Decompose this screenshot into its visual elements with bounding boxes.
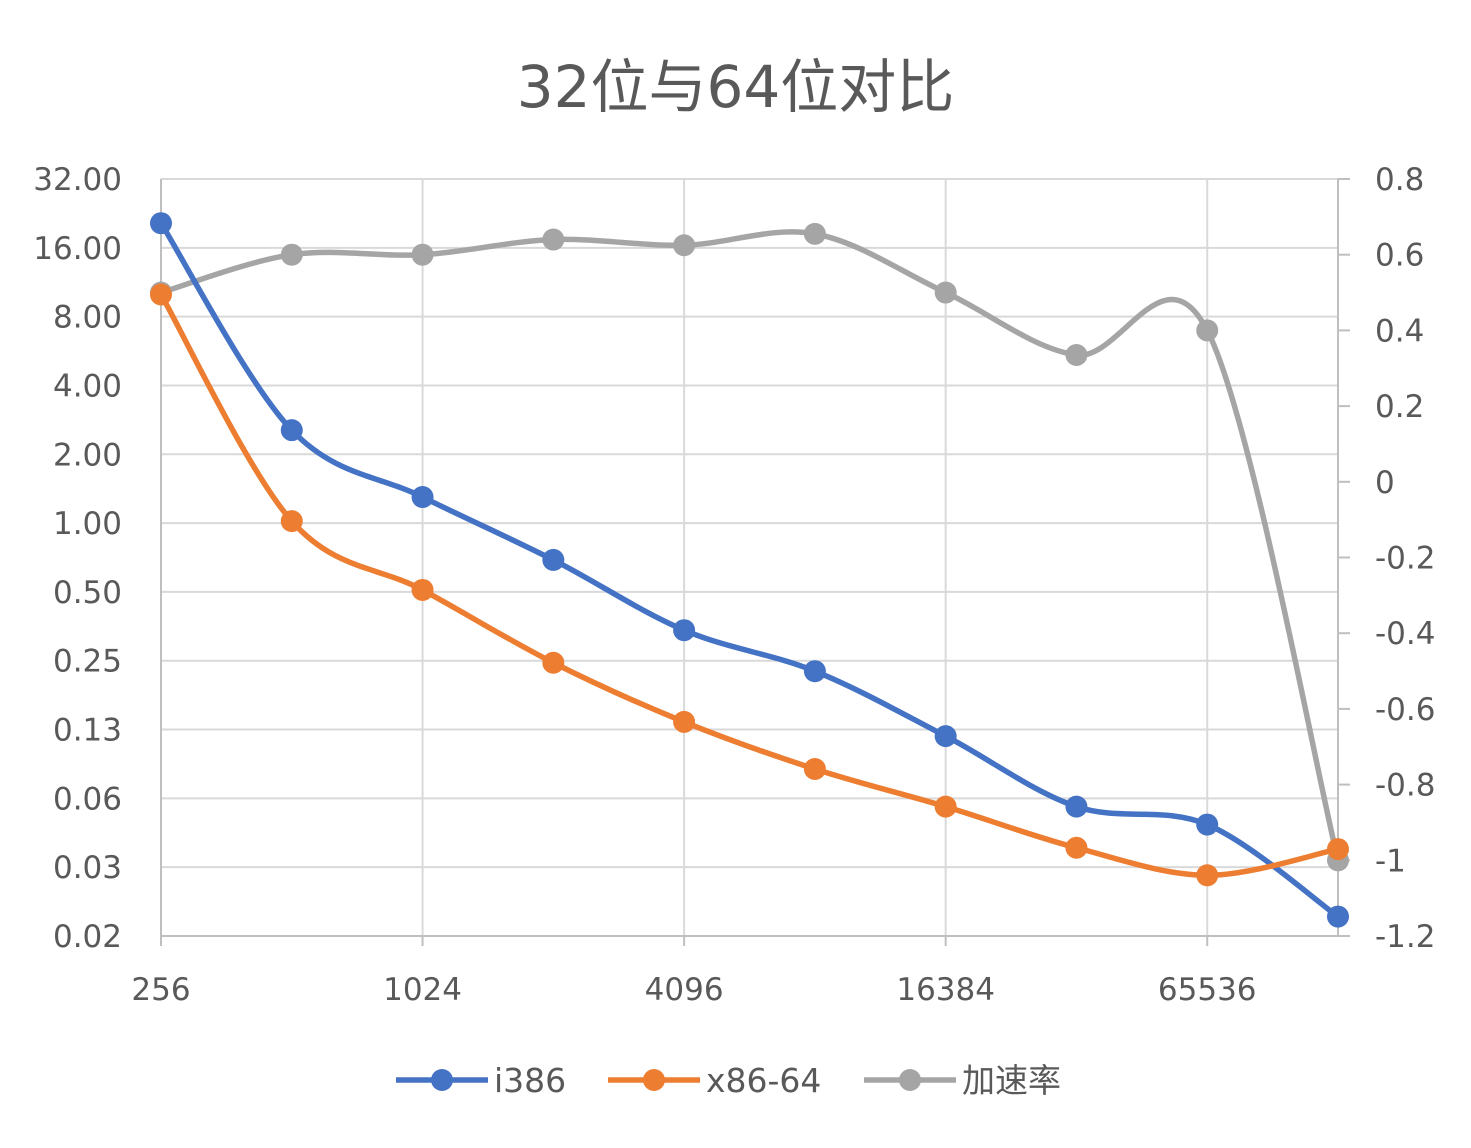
right-axis-tick-label: -1 [1375,843,1406,879]
x-axis-tick-label: 1024 [383,972,462,1008]
left-axis-tick-label: 1.00 [53,506,122,542]
data-point-x86-64 [1065,836,1088,859]
data-point-x86-64 [150,283,172,306]
data-point-i386 [1327,905,1349,928]
left-axis-tick-label: 32.00 [33,162,122,198]
data-point-i386 [673,619,696,642]
data-point-x86-64 [280,510,303,533]
axes [160,178,1350,946]
series-line-i386 [158,220,1341,920]
legend-swatch-marker-x86-64 [643,1069,665,1091]
x-axis-tick-label: 4096 [645,972,724,1008]
x-axis-tick-label: 256 [131,972,190,1008]
data-point-x86-64 [411,578,434,601]
left-axis-tick-label: 8.00 [53,300,122,336]
left-axis-tick-label: 0.06 [53,781,122,817]
series-line-x86-64 [158,291,1341,879]
data-point-speedup [542,228,565,251]
x-axis-tick-labels: 256 1024 4096 16384 65536 [131,972,1256,1008]
right-axis-tick-label: -0.4 [1375,616,1436,652]
data-point-i386 [150,212,172,235]
right-axis-tick-label: -0.6 [1375,692,1436,728]
data-point-i386 [542,548,565,571]
data-point-i386 [411,486,434,509]
data-point-x86-64 [934,795,957,818]
data-point-x86-64 [673,710,696,733]
data-point-speedup [1065,344,1088,367]
data-point-i386 [280,419,303,442]
left-axis-tick-label: 0.13 [53,713,122,749]
data-point-x86-64 [803,758,826,781]
series-line-speedup [158,229,1341,864]
right-axis-tick-label: 0 [1375,465,1395,501]
data-point-speedup [673,234,696,257]
data-point-speedup [1196,319,1219,342]
data-point-speedup [934,281,957,304]
left-axis-tick-label: 0.02 [53,919,122,955]
left-axis-tick-label: 2.00 [53,437,122,473]
right-axis-tick-label: -0.2 [1375,541,1436,577]
right-axis-tick-label: 0.4 [1375,313,1424,349]
data-point-i386 [803,660,826,683]
right-axis-tick-label: -0.8 [1375,768,1436,804]
left-axis-tick-label: 0.03 [53,850,122,886]
x-axis-tick-label: 65536 [1158,972,1257,1008]
right-axis-tick-label: 0.2 [1375,389,1424,425]
data-point-i386 [1065,795,1088,818]
left-axis-tick-label: 16.00 [33,231,122,267]
data-point-x86-64 [542,651,565,674]
legend-label-x86-64: x86-64 [706,1061,821,1100]
data-point-speedup [280,243,303,266]
left-axis-tick-label: 4.00 [53,368,122,404]
left-axis-tick-labels: 32.00 16.00 8.00 4.00 2.00 1.00 0.50 0.25 0.13 0.… [33,162,122,955]
legend-label-i386: i386 [494,1061,566,1100]
data-point-x86-64 [1327,838,1349,861]
right-axis-tick-label: 0.8 [1375,162,1424,198]
chart-title: 32位与64位对比 [516,53,955,121]
right-axis-tick-labels: 0.8 0.6 0.4 0.2 0 -0.2 -0.4 -0.6 -0.8 -1 -1.2 [1375,162,1436,955]
right-axis-tick-label: -1.2 [1375,919,1436,955]
data-point-x86-64 [1196,864,1219,887]
legend-label-speedup: 加速率 [962,1061,1061,1100]
data-point-speedup [803,222,826,245]
legend: i386 x86-64 加速率 [396,1061,1061,1100]
data-point-i386 [1196,813,1219,836]
legend-swatch-marker-i386 [431,1069,453,1091]
series-points [150,212,1349,928]
right-axis-tick-label: 0.6 [1375,238,1424,274]
data-point-speedup [411,243,434,266]
vertical-gridlines [160,179,1209,936]
left-axis-tick-label: 0.50 [53,575,122,611]
legend-swatch-marker-speedup [899,1069,921,1091]
left-axis-tick-label: 0.25 [53,644,122,680]
series-lines [158,220,1341,920]
x-axis-tick-label: 16384 [896,972,995,1008]
data-point-i386 [934,725,957,748]
